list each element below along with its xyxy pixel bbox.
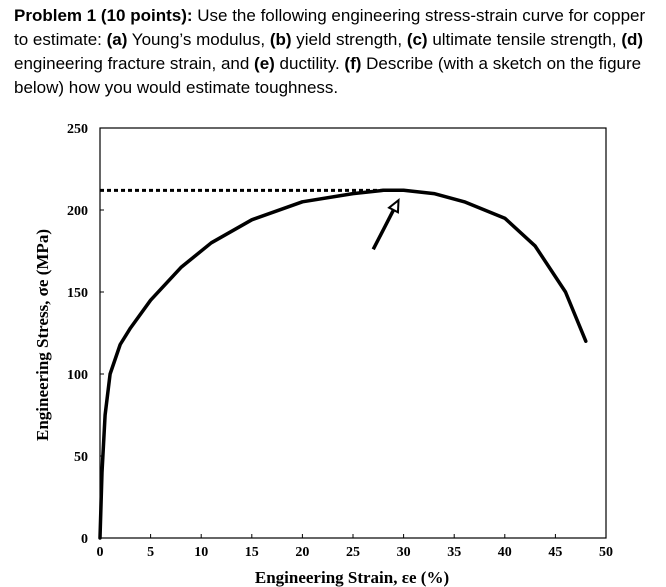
part-d-text: engineering fracture strain, and	[14, 54, 255, 73]
x-tick-label: 15	[245, 545, 259, 560]
x-tick-label: 40	[498, 545, 512, 560]
y-tick-label: 150	[67, 286, 88, 301]
arrow-shaft	[371, 209, 396, 251]
x-tick-label: 50	[599, 545, 613, 560]
part-c-label: (c)	[406, 30, 428, 49]
axis-ticks: 0 5 10 15 20 25 30 35 40 45 50 0 50 100 150 200 250	[67, 122, 613, 560]
annotations	[100, 188, 400, 251]
problem-statement: Problem 1 (10 points): Use the following…	[14, 4, 654, 100]
y-axis-label: Engineering Stress, σe (MPa)	[33, 229, 52, 441]
x-tick-label: 35	[447, 545, 461, 560]
x-tick-label: 5	[147, 545, 154, 560]
x-tick-label: 30	[397, 545, 411, 560]
x-axis-label: Engineering Strain, εe (%)	[255, 568, 449, 587]
part-a-text: Young’s modulus,	[127, 30, 270, 49]
x-tick-label: 25	[346, 545, 360, 560]
part-a-label: (a)	[106, 30, 128, 49]
part-b-text: yield strength,	[291, 30, 407, 49]
problem-intro: Use the following engineering stress-str…	[14, 6, 646, 49]
y-tick-label: 200	[67, 204, 88, 219]
stress-strain-curve	[98, 188, 588, 540]
x-tick-label: 10	[194, 545, 208, 560]
x-tick-label: 45	[548, 545, 562, 560]
y-tick-label: 50	[74, 450, 88, 465]
part-d-label: (d)	[621, 30, 644, 49]
part-f-text: Describe (with a sketch on the figure be…	[14, 54, 642, 97]
arrow-head	[387, 198, 400, 214]
y-tick-label: 0	[81, 532, 88, 547]
y-tick-label: 100	[67, 368, 88, 383]
part-b-label: (b)	[269, 30, 292, 49]
y-tick-label: 250	[67, 122, 88, 137]
part-c-text: ultimate tensile strength,	[427, 30, 622, 49]
x-tick-label: 20	[295, 545, 309, 560]
part-e-label: (e)	[254, 54, 275, 73]
problem-heading: Problem 1 (10 points):	[14, 6, 193, 25]
x-tick-label: 0	[97, 545, 104, 560]
part-e-text: ductility.	[274, 54, 345, 73]
part-f-label: (f)	[344, 54, 362, 73]
